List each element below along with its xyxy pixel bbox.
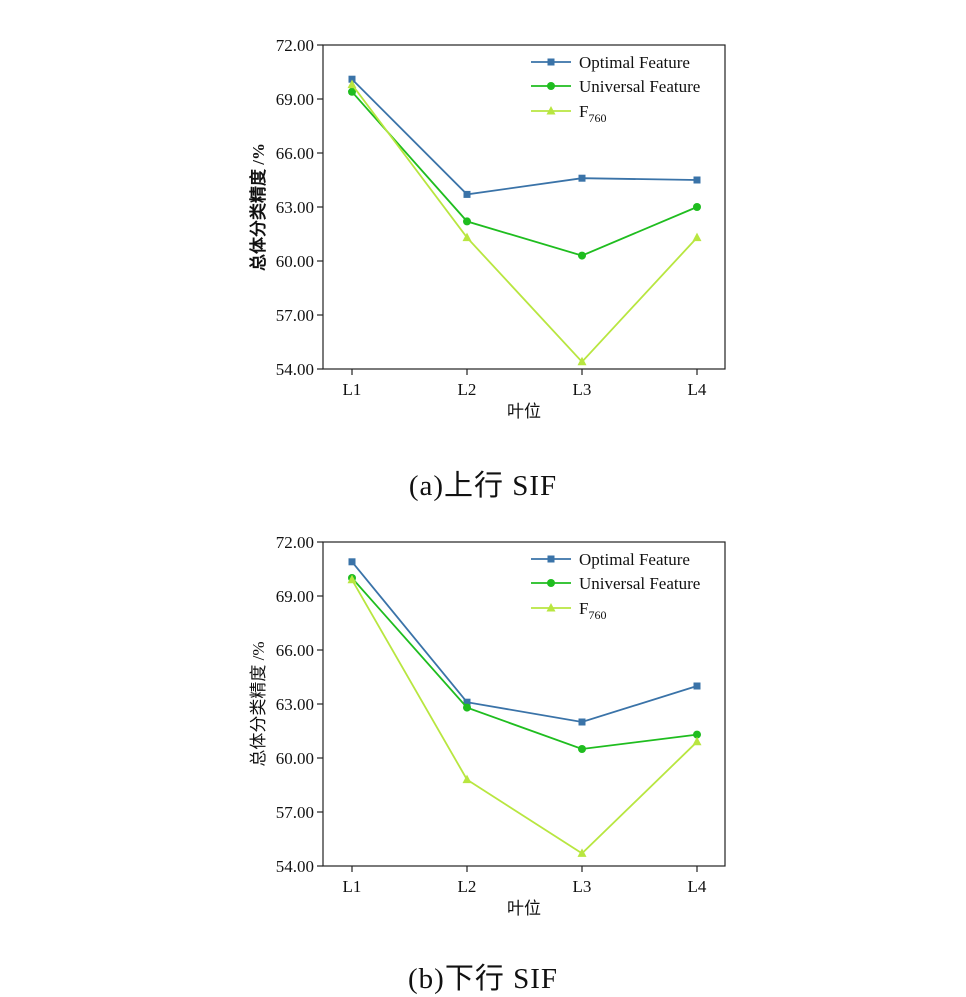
data-point-square <box>578 718 586 726</box>
y-tick-label: 63.00 <box>276 198 314 217</box>
x-tick-label: L2 <box>458 877 477 896</box>
data-point-square <box>547 58 555 66</box>
legend-label-subscript: 760 <box>588 111 606 125</box>
legend-label: F760 <box>579 599 606 622</box>
y-tick-label: 54.00 <box>276 360 314 379</box>
chart-b-svg: 54.00 57.00 60.00 63.00 66.00 69.00 72.00 L1 L2 L… <box>249 533 726 918</box>
data-point-circle <box>348 87 356 96</box>
y-tick-label: 60.00 <box>276 252 314 271</box>
x-axis-title: 叶位 <box>507 402 541 421</box>
y-tick-label: 72.00 <box>276 533 314 552</box>
x-tick-label: L3 <box>573 380 592 399</box>
series-line <box>351 579 698 855</box>
data-point-circle <box>547 82 555 90</box>
data-point-circle <box>693 203 701 211</box>
series-line <box>351 78 698 196</box>
y-tick-label: 72.00 <box>276 36 314 55</box>
chart-panel-a: 54.00 57.00 60.00 63.00 66.00 69.00 72.00 L1 L2 L… <box>0 0 966 502</box>
legend-label: Universal Feature <box>579 77 700 96</box>
legend-label: Universal Feature <box>579 574 700 593</box>
x-tick-label: L2 <box>458 380 477 399</box>
data-point-triangle <box>462 774 472 784</box>
y-axis-title: 总体分类精度 /% <box>248 143 268 271</box>
x-tick-label: L1 <box>343 380 362 399</box>
data-point-square <box>463 698 471 706</box>
x-axis-title: 叶位 <box>507 899 541 918</box>
data-point-circle <box>547 579 555 587</box>
data-point-triangle <box>577 356 587 366</box>
legend-label: F760 <box>579 102 606 125</box>
data-point-circle <box>693 730 701 739</box>
x-tick-label: L3 <box>573 877 592 896</box>
series-line <box>351 577 698 750</box>
chart-b-caption: (b)下行 SIF <box>408 963 558 995</box>
series-line <box>351 561 698 723</box>
y-tick-label: 57.00 <box>276 803 314 822</box>
legend-label: Optimal Feature <box>579 550 690 569</box>
chart-a-svg: 54.00 57.00 60.00 63.00 66.00 69.00 72.00 L1 L2 L… <box>248 36 726 421</box>
data-point-square <box>348 75 356 83</box>
x-tick-label: L4 <box>688 877 707 896</box>
series-line <box>351 91 698 257</box>
data-point-triangle <box>577 848 587 857</box>
data-point-square <box>693 176 701 184</box>
data-point-triangle <box>546 106 556 115</box>
legend-label-main: F <box>579 599 588 618</box>
data-point-triangle <box>692 232 702 242</box>
data-point-triangle <box>462 232 472 242</box>
data-point-circle <box>463 217 471 226</box>
y-tick-label: 69.00 <box>276 90 314 109</box>
data-point-triangle <box>692 736 702 746</box>
data-point-square <box>693 682 701 690</box>
y-axis-title: 总体分类精度 /% <box>249 641 268 766</box>
chart-a-caption: (a)上行 SIF <box>408 470 558 502</box>
x-tick-label: L4 <box>688 380 707 399</box>
y-tick-label: 63.00 <box>276 695 314 714</box>
y-tick-label: 60.00 <box>276 749 314 768</box>
legend-label-main: F <box>579 102 588 121</box>
data-point-circle <box>463 703 471 712</box>
legend-label-subscript: 760 <box>588 608 606 622</box>
y-tick-label: 66.00 <box>276 144 314 163</box>
data-point-square <box>578 174 586 182</box>
x-tick-label: L1 <box>343 877 362 896</box>
data-point-square <box>547 555 555 563</box>
y-tick-label: 57.00 <box>276 306 314 325</box>
data-point-circle <box>578 745 586 753</box>
legend-label: Optimal Feature <box>579 53 690 72</box>
y-tick-label: 54.00 <box>276 857 314 876</box>
data-point-square <box>348 558 356 566</box>
data-point-triangle <box>347 79 357 89</box>
y-tick-label: 66.00 <box>276 641 314 660</box>
y-tick-label: 69.00 <box>276 587 314 606</box>
data-point-circle <box>578 251 586 260</box>
series-line <box>351 84 698 364</box>
data-point-triangle <box>546 603 556 612</box>
chart-panel-b: 54.00 57.00 60.00 63.00 66.00 69.00 72.00 L1 L2 L… <box>0 497 966 995</box>
data-point-triangle <box>347 574 357 584</box>
data-point-square <box>463 190 471 198</box>
